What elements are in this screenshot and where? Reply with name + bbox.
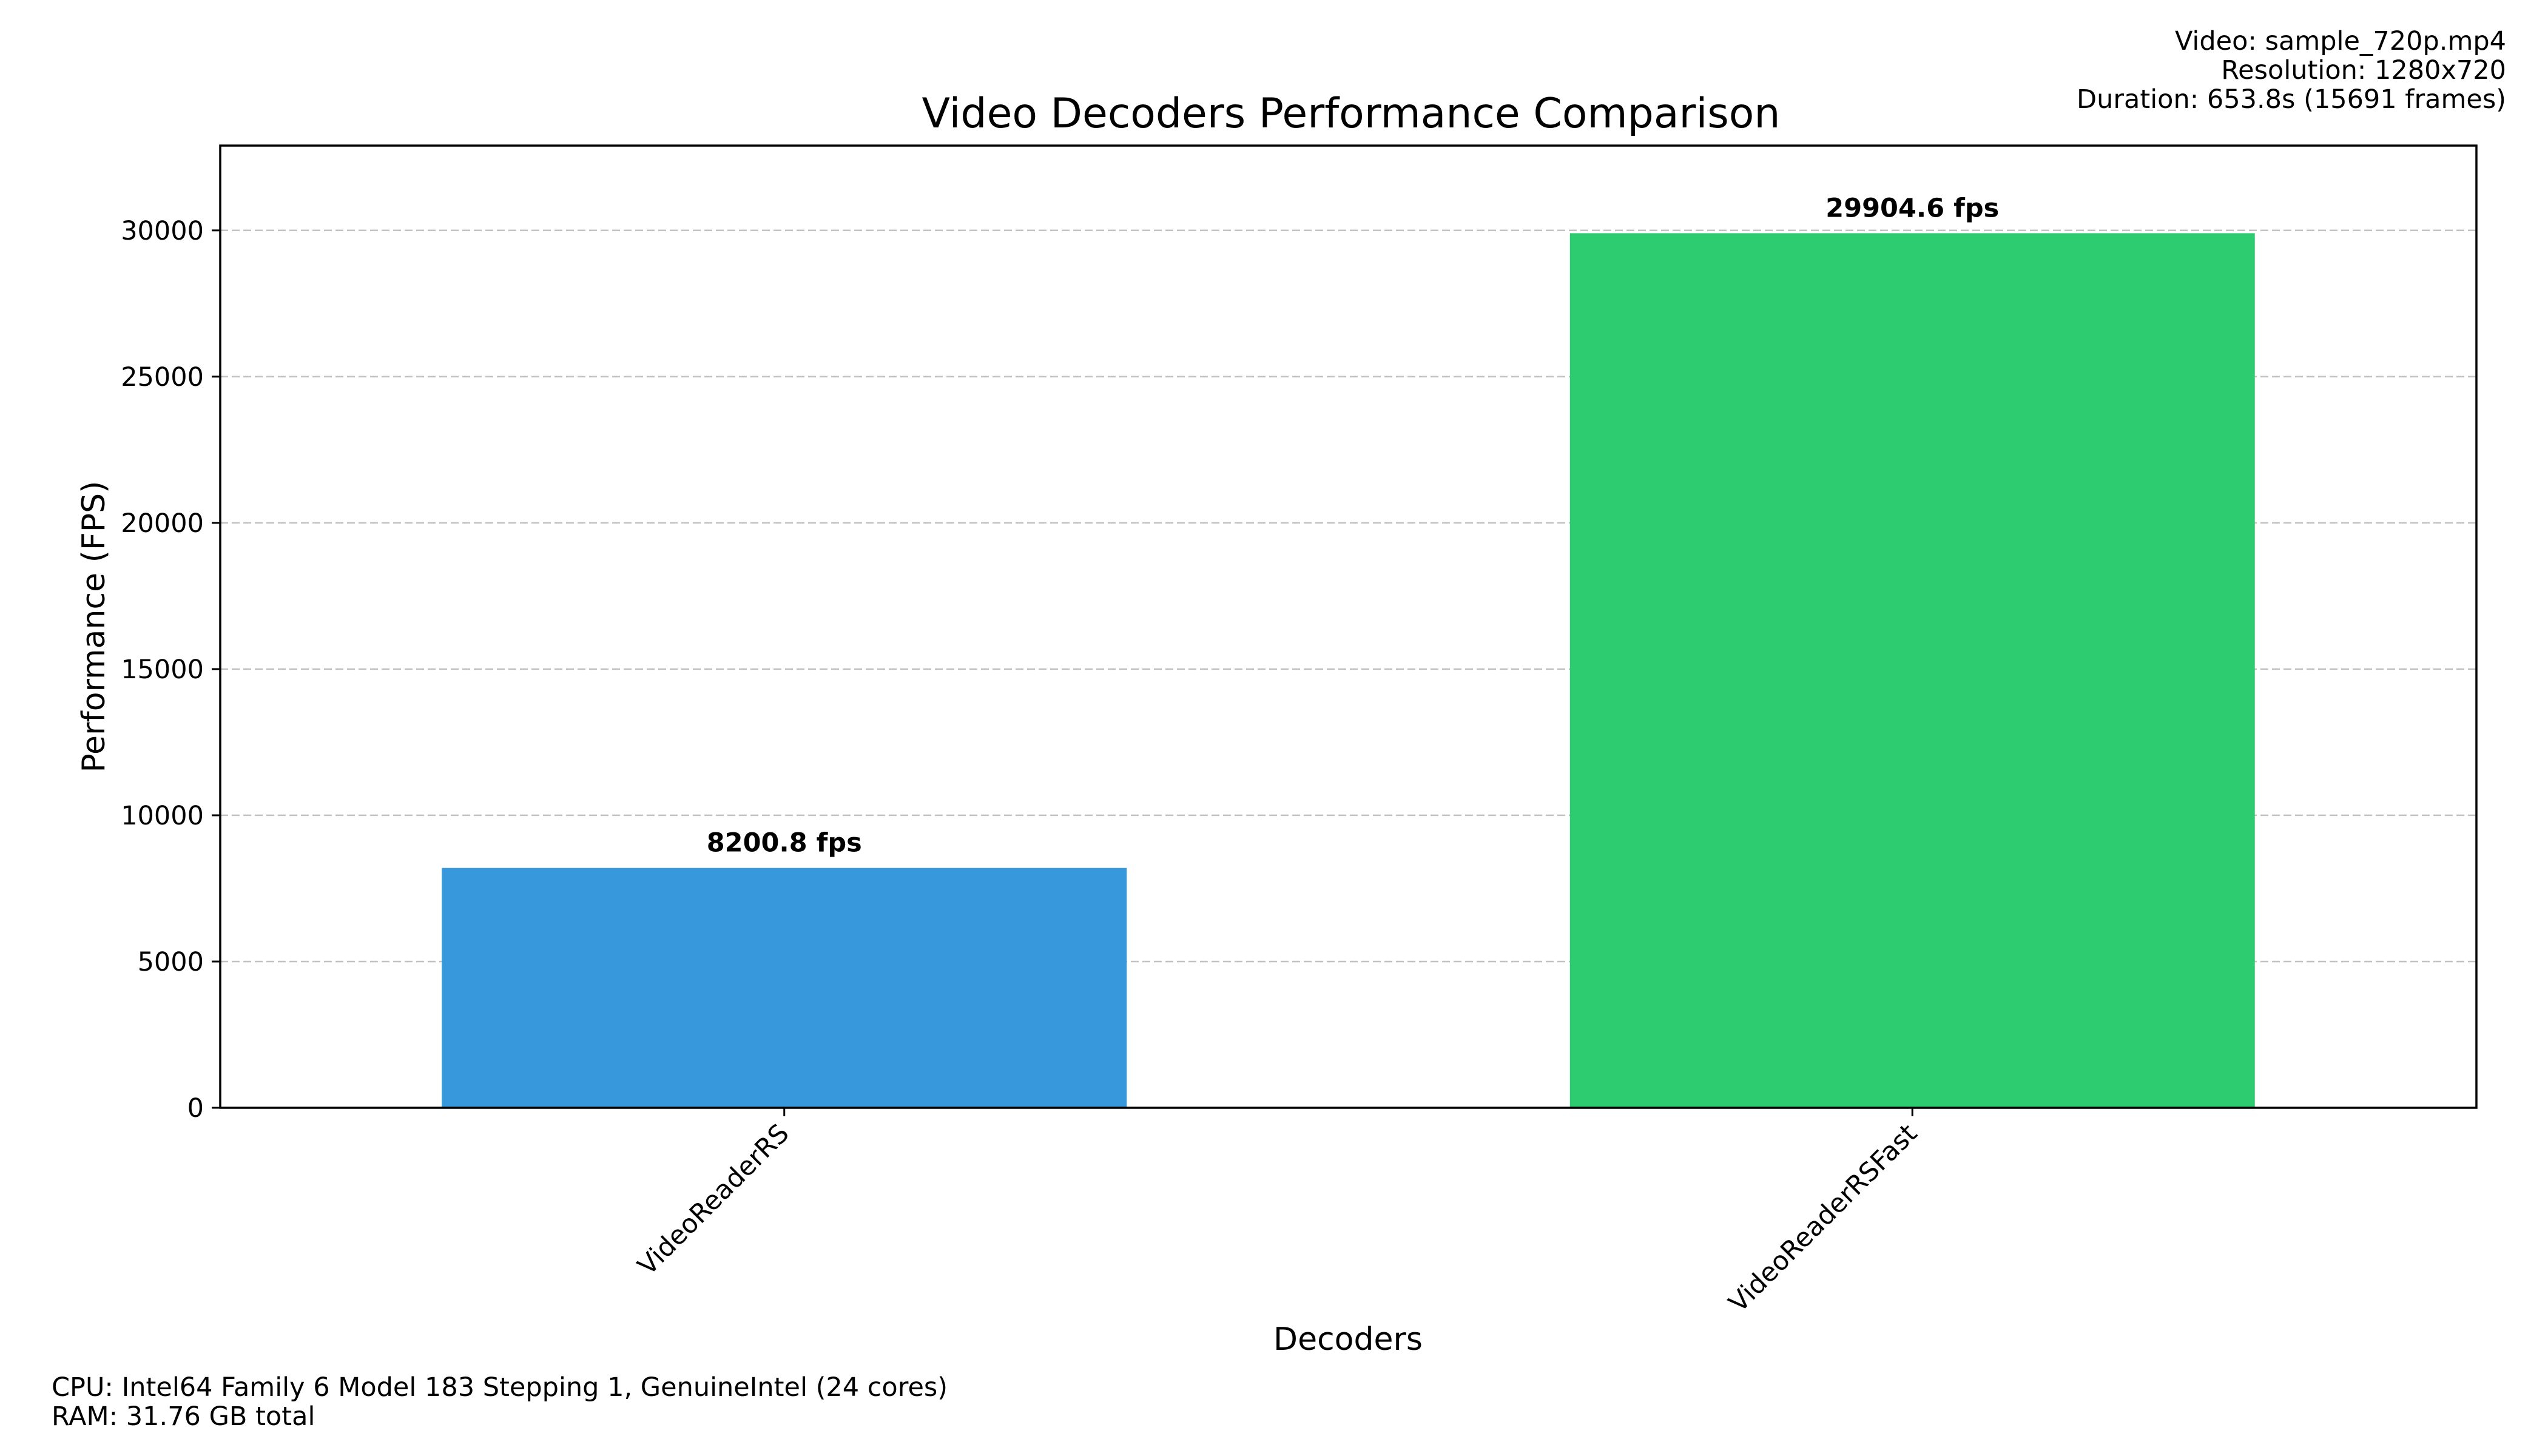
y-tick-label: 0 <box>187 1093 204 1124</box>
y-tick-label: 15000 <box>121 655 204 685</box>
ram-info-text: RAM: 31.76 GB total <box>52 1401 315 1432</box>
cpu-info-text: CPU: Intel64 Family 6 Model 183 Stepping… <box>52 1372 948 1403</box>
bar-videoreaderrs <box>442 868 1127 1108</box>
video-duration-text: Duration: 653.8s (15691 frames) <box>2077 84 2506 115</box>
y-tick-label: 25000 <box>121 362 204 393</box>
y-axis-label: Performance (FPS) <box>76 481 112 773</box>
y-tick-label: 5000 <box>138 947 204 977</box>
video-resolution-text: Resolution: 1280x720 <box>2221 55 2506 86</box>
bar-videoreaderrsfast <box>1569 233 2255 1108</box>
x-tick-label: VideoReaderRSFast <box>1723 1118 1923 1318</box>
y-axis-ticks: 0 5000 10000 15000 20000 25000 30000 <box>121 216 220 1124</box>
video-name-text: Video: sample_720p.mp4 <box>2175 26 2506 56</box>
y-tick-label: 20000 <box>121 508 204 539</box>
x-axis-ticks: VideoReaderRS VideoReaderRSFast <box>632 1108 1923 1318</box>
x-tick-label: VideoReaderRS <box>632 1118 795 1281</box>
plot-frame <box>219 144 2478 1109</box>
y-tick-label: 10000 <box>121 801 204 831</box>
bar-value-label: 8200.8 fps <box>707 828 862 858</box>
bars <box>442 233 2255 1108</box>
x-axis-label: Decoders <box>1273 1321 1423 1358</box>
bar-value-labels: 8200.8 fps 29904.6 fps <box>707 193 1999 858</box>
bar-value-label: 29904.6 fps <box>1825 193 1999 223</box>
chart-title: Video Decoders Performance Comparison <box>922 90 1781 138</box>
y-tick-label: 30000 <box>121 216 204 246</box>
